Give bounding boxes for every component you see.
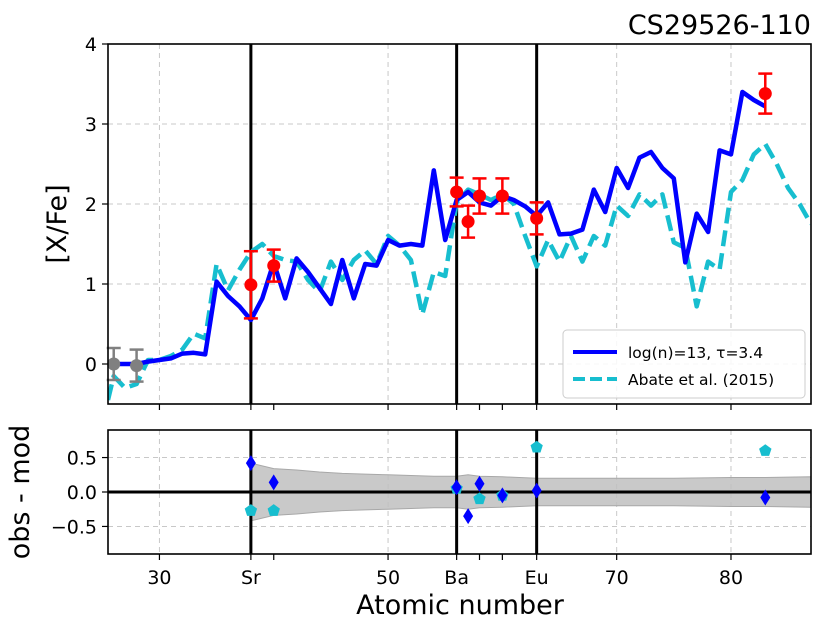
observed-point (244, 278, 258, 292)
bottom-y-axis-label: obs - mod (5, 425, 36, 560)
x-tick-label: Eu (525, 567, 549, 589)
x-tick-label: 80 (719, 567, 743, 589)
legend-box (562, 329, 806, 399)
model-residual-marker (245, 455, 256, 472)
top-points (106, 72, 773, 383)
bottom-y-tick-label: 0.5 (67, 448, 97, 470)
model-residual-marker (497, 487, 508, 504)
x-tick-label: 70 (605, 567, 629, 589)
observed-point (530, 211, 544, 225)
model-residual-marker (474, 475, 485, 492)
abate-residual-marker (473, 492, 486, 505)
model-residual-marker (531, 482, 542, 499)
model-residual-marker (760, 489, 771, 506)
observed-point (450, 185, 464, 199)
x-tick-label: Ba (444, 567, 469, 589)
observed-point (473, 189, 487, 203)
chart-title: CS29526-110 (628, 10, 811, 41)
legend: log(n)=13, τ=3.4 Abate et al. (2015) (562, 329, 806, 399)
top-y-tick-label: 4 (85, 34, 97, 56)
observed-point (758, 87, 772, 101)
top-plot-frame (107, 43, 812, 405)
upper-limit-point (107, 357, 121, 371)
observed-point (495, 189, 509, 203)
observed-point (267, 259, 281, 273)
bottom-points (244, 440, 772, 525)
abate-residual-marker (267, 504, 280, 516)
x-tick-label: Sr (241, 567, 261, 589)
bottom-ticks: −0.5 0.0 0.5 30 Sr 50 Ba Eu 70 80 (51, 448, 743, 589)
top-ticks: 0 1 2 3 4 (85, 34, 732, 410)
x-tick-label: 50 (376, 567, 400, 589)
top-vlines (249, 44, 539, 404)
model-series-line (113, 89, 767, 367)
abate-residual-marker (759, 444, 772, 456)
upper-limit-point (130, 359, 144, 373)
model-residual-marker (451, 479, 462, 496)
top-y-tick-label: 1 (85, 274, 97, 296)
x-axis-label: Atomic number (356, 590, 565, 621)
top-y-tick-label: 0 (85, 354, 97, 376)
legend-label-model: log(n)=13, τ=3.4 (628, 344, 763, 362)
bottom-y-tick-label: 0.0 (67, 482, 97, 504)
bottom-y-tick-label: −0.5 (51, 516, 97, 538)
x-tick-label: 30 (147, 567, 171, 589)
abate-residual-marker (530, 440, 543, 453)
observed-point (461, 215, 475, 229)
top-y-tick-label: 2 (85, 194, 97, 216)
model-residual-marker (268, 474, 279, 491)
legend-label-abate: Abate et al. (2015) (628, 371, 774, 389)
bottom-panel: −0.5 0.0 0.5 30 Sr 50 Ba Eu 70 80 obs - mod Atomi… (5, 425, 812, 621)
model-residual-marker (463, 508, 474, 525)
top-panel: 0 1 2 3 4 CS29526-110 [X/Fe] log(n)=13, τ=3.… (42, 10, 812, 410)
abate-residual-marker (244, 504, 258, 516)
top-y-tick-label: 3 (85, 114, 97, 136)
top-y-axis-label: [X/Fe] (42, 184, 73, 263)
